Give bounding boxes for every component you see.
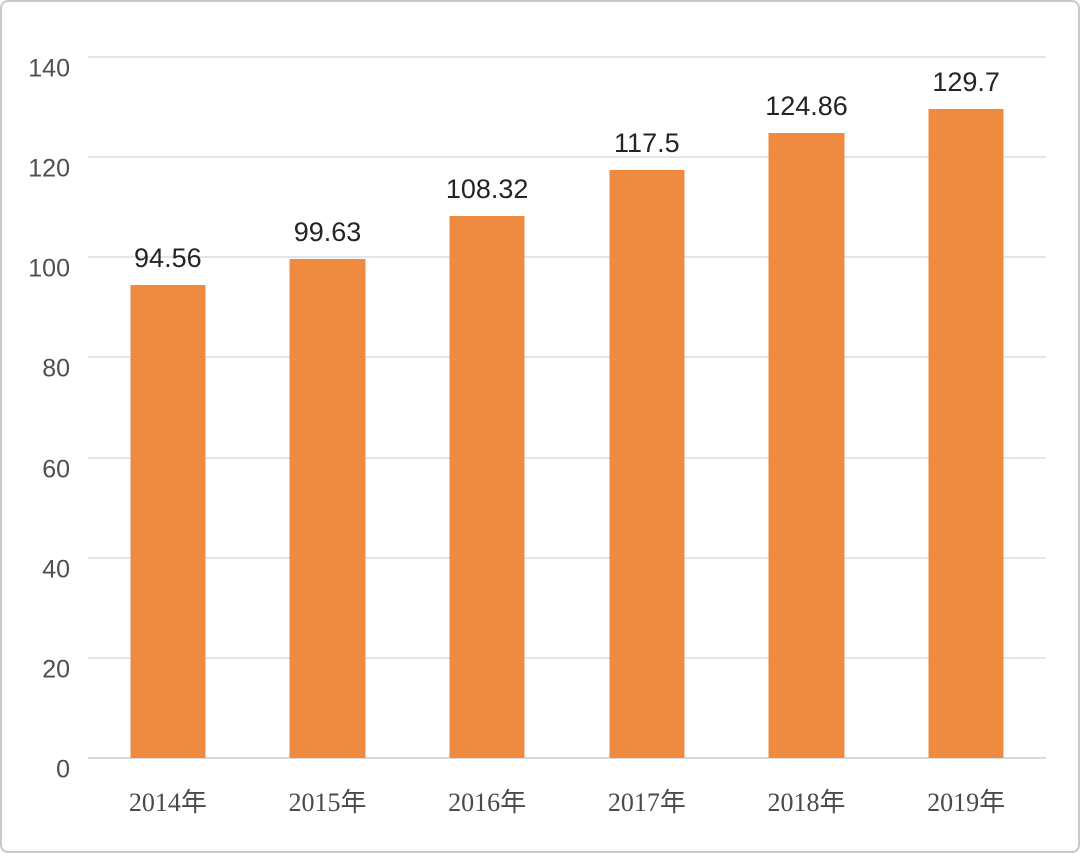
y-axis-tick-label: 80 bbox=[42, 354, 70, 383]
y-axis-tick-label: 100 bbox=[28, 254, 70, 283]
category-cell: 99.63 bbox=[248, 57, 408, 758]
y-axis-tick-label: 20 bbox=[42, 655, 70, 684]
x-axis-tick-label: 2015年 bbox=[288, 788, 367, 817]
y-axis-tick-label: 140 bbox=[28, 54, 70, 83]
plot-area: 94.56 99.63 108.32 117.5 124.86 129.7 bbox=[88, 56, 1046, 759]
gridline bbox=[88, 156, 1046, 159]
bar bbox=[130, 284, 206, 758]
y-axis-tick-label: 0 bbox=[56, 755, 70, 784]
bar bbox=[609, 169, 685, 758]
y-axis-tick-label: 120 bbox=[28, 154, 70, 183]
category-cell: 124.86 bbox=[727, 57, 887, 758]
x-axis-tick-label: 2014年 bbox=[128, 788, 207, 817]
x-axis-tick-label: 2018年 bbox=[767, 788, 846, 817]
y-axis: 0 20 40 60 80 100 120 140 bbox=[2, 54, 70, 782]
gridline bbox=[88, 456, 1046, 459]
x-axis: 2014年 2015年 2016年 2017年 2018年 2019年 bbox=[88, 768, 1046, 832]
gridline bbox=[88, 356, 1046, 359]
bar bbox=[768, 132, 844, 758]
bar-value-label: 108.32 bbox=[445, 173, 529, 204]
gridline bbox=[88, 56, 1046, 58]
x-axis-tick-label: 2019年 bbox=[927, 788, 1006, 817]
x-axis-line bbox=[88, 757, 1046, 759]
x-axis-tick-label: 2017年 bbox=[607, 788, 686, 817]
bar-value-label: 117.5 bbox=[614, 127, 680, 158]
category-cell: 108.32 bbox=[407, 57, 567, 758]
category-cell: 94.56 bbox=[88, 57, 248, 758]
bar-value-label: 124.86 bbox=[765, 90, 848, 121]
y-axis-tick-label: 60 bbox=[42, 455, 70, 484]
bar bbox=[928, 108, 1004, 758]
bar-value-label: 99.63 bbox=[293, 217, 362, 248]
x-axis-tick-label: 2016年 bbox=[448, 788, 527, 817]
gridline bbox=[88, 556, 1046, 559]
bar bbox=[449, 215, 525, 758]
bar bbox=[289, 259, 365, 758]
gridline bbox=[88, 656, 1046, 659]
gridline bbox=[88, 256, 1046, 259]
bar-value-label: 129.7 bbox=[932, 66, 1000, 97]
category-cell: 117.5 bbox=[567, 57, 727, 758]
bar-value-label: 94.56 bbox=[134, 242, 202, 273]
category-cell: 129.7 bbox=[886, 57, 1046, 758]
y-axis-tick-label: 40 bbox=[42, 555, 70, 584]
